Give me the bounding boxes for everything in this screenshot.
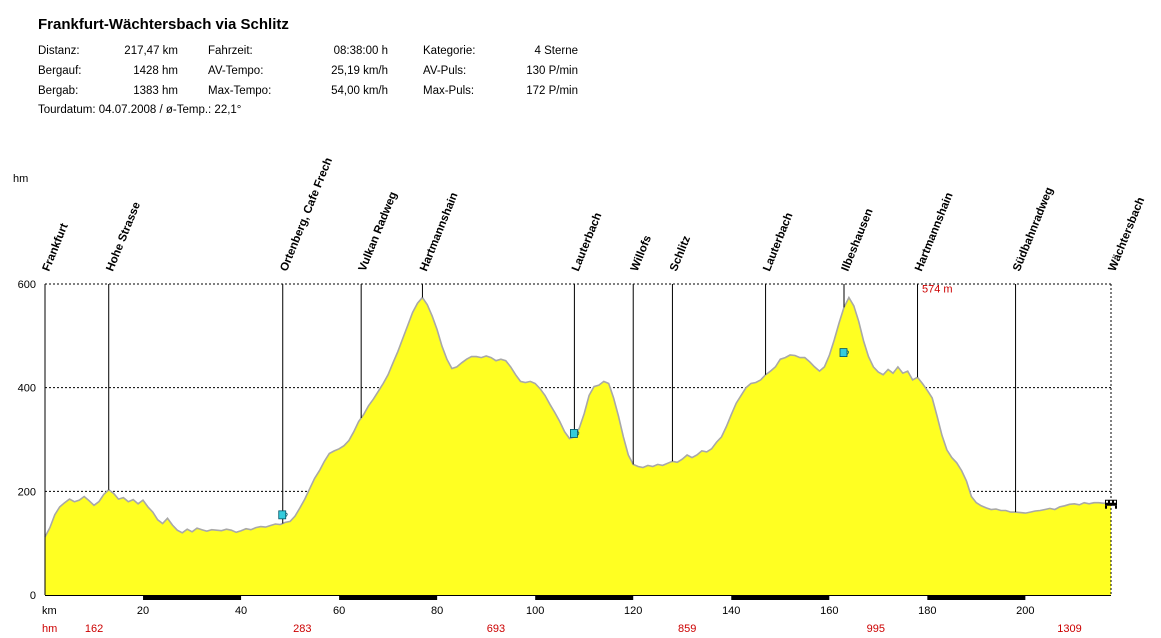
x-tick-label: 120: [624, 605, 642, 617]
hm-row-value: 859: [678, 623, 696, 635]
waypoint-label: Schlitz: [668, 234, 693, 273]
finish-check: [1114, 500, 1116, 503]
elevation-area: [45, 297, 1111, 595]
x-tick-label: 180: [918, 605, 936, 617]
finish-flag-icon: [1105, 499, 1117, 509]
x-tick-label: 140: [722, 605, 740, 617]
y-tick-label: 600: [18, 279, 36, 291]
x-tick-label: 40: [235, 605, 247, 617]
stat-label-max-puls: Max-Puls:: [423, 85, 475, 97]
stat-label-av-puls: AV-Puls:: [423, 65, 467, 77]
stat-value-bergauf: 1428 hm: [133, 65, 178, 77]
x-tick-label: 60: [333, 605, 345, 617]
stat-value-bergab: 1383 hm: [133, 85, 178, 97]
waypoint-label: Willofs: [629, 234, 654, 273]
cup-handle: [285, 512, 288, 518]
y-tick-label: 0: [30, 590, 36, 602]
waypoint-label: Vulkan Radweg: [357, 190, 400, 273]
stat-value-av-puls: 130 P/min: [526, 65, 578, 77]
hm-row-value: 995: [867, 623, 885, 635]
x-tick-label: 100: [526, 605, 544, 617]
stat-value-fahrzeit: 08:38:00 h: [333, 45, 388, 57]
stat-value-kategorie: 4 Sterne: [534, 45, 578, 57]
hm-row-value: 1309: [1057, 623, 1081, 635]
stat-value-distanz: 217,47 km: [124, 45, 178, 57]
cup-body: [569, 429, 578, 438]
finish-leg: [1115, 505, 1117, 509]
waypoint-label: Hartmannshain: [418, 191, 460, 273]
x-tick-label: 20: [137, 605, 149, 617]
finish-check: [1106, 500, 1108, 503]
stat-label-fahrzeit: Fahrzeit:: [208, 45, 253, 57]
stat-label-distanz: Distanz:: [38, 45, 80, 57]
y-tick-label: 400: [18, 383, 36, 395]
x-tick-label: 80: [431, 605, 443, 617]
hm-row-value: 693: [487, 623, 505, 635]
stat-label-bergab: Bergab:: [38, 85, 79, 97]
x-scale-segment: [927, 596, 1026, 600]
waypoint-label: Ilbeshausen: [840, 207, 876, 273]
stat-value-av-tempo: 25,19 km/h: [331, 65, 388, 77]
x-scale-segment: [339, 596, 438, 600]
hm-row-label: hm: [42, 623, 57, 635]
cup-icon: [839, 348, 849, 358]
cup-handle: [577, 431, 580, 436]
cup-body: [839, 348, 848, 358]
x-scale-segment: [535, 596, 634, 600]
tourdatum-text: Tourdatum: 04.07.2008 / ø-Temp.: 22,1°: [38, 104, 242, 116]
stat-label-max-tempo: Max-Tempo:: [208, 85, 272, 97]
cup-body: [278, 510, 287, 520]
x-axis-label: km: [42, 605, 57, 617]
stat-value-max-tempo: 54,00 km/h: [331, 85, 388, 97]
waypoint-label: Hartmannshain: [913, 191, 955, 273]
axes: 0 200 400 600 20 40 60 80 100 120 140 160 180 200 162 2…: [18, 279, 1112, 635]
waypoint-label: Lauterbach: [570, 211, 604, 273]
waypoint-label: Hohe Strasse: [104, 200, 143, 273]
cup-handle: [846, 350, 849, 355]
waypoint-label: Südbahnradweg: [1011, 186, 1056, 273]
x-tick-label: 200: [1016, 605, 1034, 617]
cup-icon: [569, 429, 580, 438]
waypoint-label: Wächtersbach: [1107, 196, 1148, 273]
stat-label-av-tempo: AV-Tempo:: [208, 65, 264, 77]
y-tick-label: 200: [18, 486, 36, 498]
x-scale-segment: [731, 596, 830, 600]
tour-title: Frankfurt-Wächtersbach via Schlitz: [38, 16, 289, 33]
stat-value-max-puls: 172 P/min: [526, 85, 578, 97]
cup-icon: [278, 510, 288, 520]
finish-leg: [1105, 505, 1107, 509]
waypoint-label: Frankfurt: [41, 222, 71, 273]
hm-row-value: 162: [85, 623, 103, 635]
stop-icons: [278, 348, 1117, 520]
waypoint-label: Ortenberg, Cafe Frech: [278, 156, 335, 273]
peak-elevation-label: 574 m: [922, 283, 953, 295]
stat-label-kategorie: Kategorie:: [423, 45, 476, 57]
y-axis-label: hm: [13, 173, 28, 185]
x-tick-label: 160: [820, 605, 838, 617]
x-scale-segment: [143, 596, 242, 600]
waypoint-label: Lauterbach: [761, 211, 795, 273]
finish-check: [1110, 500, 1112, 503]
stat-label-bergauf: Bergauf:: [38, 65, 82, 77]
hm-row-value: 283: [293, 623, 311, 635]
